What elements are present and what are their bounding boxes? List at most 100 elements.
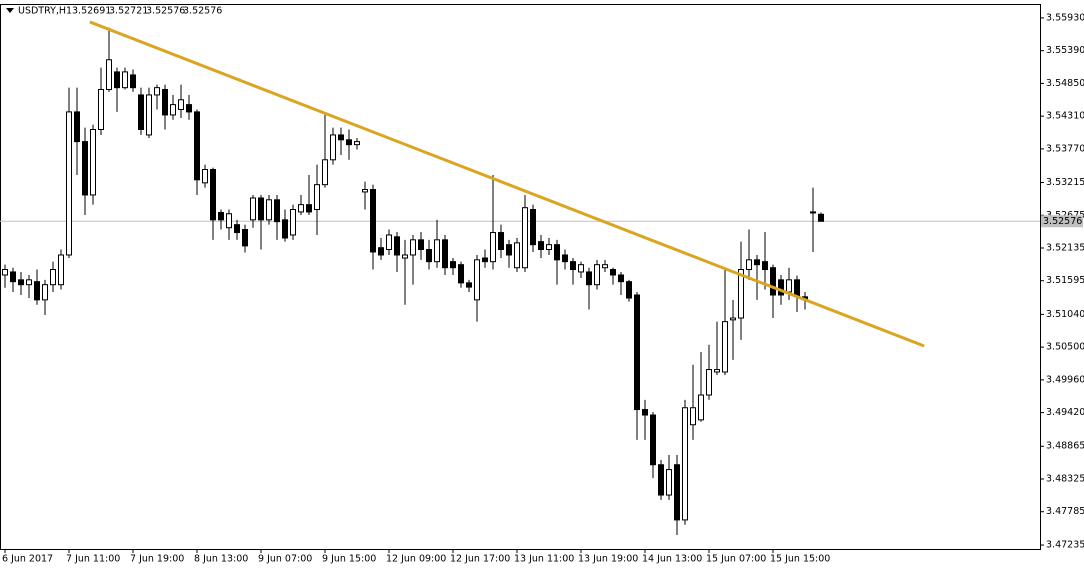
candle-body <box>498 232 504 251</box>
candle-body <box>682 407 688 521</box>
y-tick-label: 3.49960 <box>1046 374 1084 385</box>
header-close: 3.52576 <box>183 6 222 17</box>
candle-body <box>34 281 40 301</box>
candle-body <box>786 279 792 293</box>
candle-body <box>338 134 344 141</box>
price-label-box <box>1041 215 1083 228</box>
candle-body <box>50 269 56 286</box>
candle-body <box>666 469 672 496</box>
price-label: 3.52576 <box>1043 216 1082 227</box>
y-tick-label: 3.47785 <box>1046 506 1084 517</box>
x-tick-label: 13 Jun 11:00 <box>514 554 574 565</box>
candle-body <box>2 269 8 276</box>
candle-body <box>178 99 184 110</box>
x-tick-label: 7 Jun 11:00 <box>66 554 120 565</box>
candle-body <box>290 209 296 236</box>
candle-body <box>138 94 144 130</box>
candle-body <box>450 261 456 269</box>
y-tick-label: 3.55930 <box>1046 12 1084 23</box>
x-tick-label: 6 Jun 2017 <box>2 554 53 565</box>
candle-body <box>250 197 256 221</box>
candle-body <box>282 219 288 239</box>
candle-body <box>170 104 176 116</box>
x-tick-label: 13 Jun 19:00 <box>578 554 638 565</box>
candle-body <box>570 261 576 271</box>
candle-body <box>154 87 160 96</box>
candle-body <box>402 254 408 259</box>
candle-body <box>354 141 360 146</box>
candle-body <box>378 247 384 256</box>
candle-body <box>66 111 72 256</box>
x-tick-label: 14 Jun 13:00 <box>642 554 702 565</box>
candle-body <box>146 94 152 136</box>
candle-body <box>434 239 440 263</box>
candle-body <box>474 259 480 301</box>
y-tick-label: 3.54310 <box>1046 111 1084 122</box>
candle-body <box>394 236 400 256</box>
candle-body <box>274 199 280 223</box>
candle-body <box>610 269 616 276</box>
candle-body <box>554 244 560 261</box>
candle-body <box>658 464 664 496</box>
candle-body <box>226 213 232 229</box>
y-tick-label: 3.54850 <box>1046 78 1084 89</box>
candle-body <box>42 284 48 301</box>
candle-body <box>674 464 680 521</box>
candle-body <box>418 239 424 251</box>
x-tick-label: 8 Jun 13:00 <box>194 554 248 565</box>
candle-body <box>258 197 264 221</box>
header-high: 3.52721 <box>109 6 148 17</box>
candle-body <box>810 211 816 214</box>
candle-body <box>562 254 568 263</box>
y-tick-label: 3.53770 <box>1046 143 1084 154</box>
candle-body <box>442 239 448 269</box>
plot-frame <box>0 4 1041 550</box>
candle-body <box>690 407 696 426</box>
y-tick-label: 3.52675 <box>1046 210 1084 221</box>
candle-body <box>330 134 336 161</box>
candle-body <box>74 111 80 143</box>
candle-body <box>514 242 520 269</box>
y-tick-label: 3.51040 <box>1046 309 1084 320</box>
trendline <box>89 20 925 348</box>
candle-body <box>698 394 704 421</box>
candle-body <box>818 213 824 222</box>
candle-body <box>18 279 24 286</box>
chart-title: USDTRY,H1 <box>18 6 72 17</box>
y-tick-label: 3.50500 <box>1046 342 1084 353</box>
candle-body <box>210 169 216 221</box>
candle-body <box>458 264 464 284</box>
candle-body <box>234 224 240 234</box>
x-tick-label: 12 Jun 09:00 <box>386 554 446 565</box>
candle-body <box>266 199 272 221</box>
candle-body <box>242 229 248 247</box>
candle-body <box>602 264 608 269</box>
x-tick-label: 7 Jun 19:00 <box>130 554 184 565</box>
candle-body <box>186 104 192 113</box>
candle-body <box>642 409 648 416</box>
candle-body <box>82 141 88 196</box>
x-tick-label: 15 Jun 07:00 <box>706 554 766 565</box>
candle-body <box>706 369 712 396</box>
candle-body <box>122 71 128 89</box>
y-tick-label: 3.55390 <box>1046 45 1084 56</box>
candle-body <box>738 269 744 319</box>
candle-body <box>322 159 328 186</box>
candle-body <box>506 244 512 256</box>
candle-body <box>578 264 584 273</box>
candle-body <box>586 271 592 286</box>
candle-body <box>490 232 496 263</box>
candle-body <box>482 257 488 263</box>
x-tick-label: 9 Jun 15:00 <box>322 554 376 565</box>
x-tick-label: 12 Jun 17:00 <box>450 554 510 565</box>
candle-body <box>426 249 432 263</box>
candle-body <box>202 169 208 184</box>
candle-body <box>10 271 16 283</box>
candle-body <box>26 279 32 286</box>
candle-body <box>362 189 368 193</box>
header-low: 3.52576 <box>146 6 185 17</box>
candle-body <box>130 74 136 89</box>
candle-body <box>546 244 552 251</box>
candle-body <box>194 111 200 181</box>
menu-arrow[interactable] <box>6 8 14 13</box>
